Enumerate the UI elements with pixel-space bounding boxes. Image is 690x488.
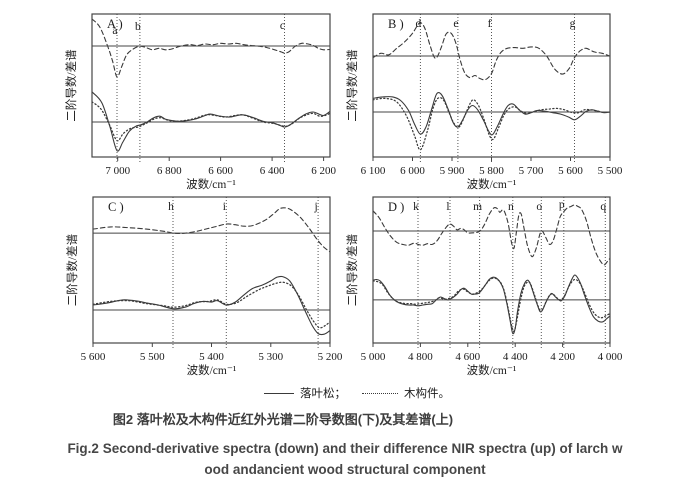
spectra-plots: a b c 7 000 6 800 6 600 6 400 6 200 波数/cm⁻¹ 二阶导数/… <box>64 13 623 377</box>
x-tick-label: 6 000 <box>400 165 425 177</box>
x-tick-label: 4 200 <box>550 351 575 363</box>
x-tick-label: 4 800 <box>408 351 433 363</box>
band-marker-letter-k: k <box>413 201 419 213</box>
x-tick-label: 4 400 <box>503 351 528 363</box>
panel-D: k l m n o p q 5 000 4 800 4 600 4 400 4 200 4 000 波数/… <box>345 196 623 377</box>
plot-frame <box>92 196 331 344</box>
x-tick-label: 5 500 <box>598 165 623 177</box>
y-axis-label: 二阶导数/差谱 <box>64 49 78 122</box>
x-tick-label: 5 700 <box>519 165 544 177</box>
caption-chinese: 图2 落叶松及木构件近红外光谱二阶导数图(下)及其差谱(上) <box>112 412 454 427</box>
x-tick-label: 5 200 <box>318 351 343 363</box>
band-marker-letter-j: j <box>314 201 318 213</box>
y-axis-label: 二阶导数/差谱 <box>345 49 359 122</box>
band-marker-letter-g: g <box>570 18 576 30</box>
x-tick-label: 6 400 <box>260 165 285 177</box>
x-tick-label: 4 000 <box>598 351 623 363</box>
panel-label-B: B ) <box>388 17 404 31</box>
panel-label-C: C ) <box>108 200 124 214</box>
plot-frame <box>91 13 331 158</box>
panel-C: h i j 5 600 5 500 5 400 5 300 5 200 波数/cm⁻¹ 二阶导数/… <box>65 196 343 377</box>
x-tick-label: 4 600 <box>455 351 480 363</box>
curve-component <box>92 281 331 329</box>
curve-component <box>372 96 611 151</box>
x-axis-label: 波数/cm⁻¹ <box>467 363 517 377</box>
x-tick-label: 5 600 <box>558 165 583 177</box>
band-marker-letter-e: e <box>453 18 458 30</box>
x-tick-label: 5 000 <box>361 351 386 363</box>
x-axis-label: 波数/cm⁻¹ <box>467 177 517 191</box>
band-marker-letter-n: n <box>508 201 514 213</box>
band-marker-letter-d: d <box>416 18 422 30</box>
x-tick-label: 6 600 <box>208 165 233 177</box>
plot-frame <box>372 196 611 344</box>
legend-solid-line-sample <box>264 392 294 394</box>
curve-difference <box>92 207 331 253</box>
curve-difference <box>372 21 611 81</box>
x-tick-label: 5 800 <box>479 165 504 177</box>
panel-label-D: D ) <box>388 200 404 214</box>
curve-component <box>91 101 331 142</box>
legend-dotted-line-sample <box>362 392 398 394</box>
band-marker-letter-b: b <box>135 21 141 33</box>
panel-A: a b c 7 000 6 800 6 600 6 400 6 200 波数/cm⁻¹ 二阶导数/… <box>64 13 336 191</box>
x-tick-label: 6 200 <box>311 165 336 177</box>
x-tick-label: 5 500 <box>140 351 165 363</box>
x-tick-label: 6 800 <box>157 165 182 177</box>
curve-difference <box>91 18 331 78</box>
caption-english-line2: ood andancient wood structural component <box>204 462 486 477</box>
x-tick-label: 5 300 <box>258 351 283 363</box>
panel-B: d e f g 6 100 6 000 5 900 5 800 5 700 5 600 5 500 波… <box>345 13 623 191</box>
x-tick-label: 5 900 <box>440 165 465 177</box>
curve-larch <box>372 91 611 136</box>
legend-solid-label: 落叶松； <box>300 388 346 400</box>
x-tick-label: 6 100 <box>361 165 386 177</box>
x-axis-label: 波数/cm⁻¹ <box>186 177 236 191</box>
curve-larch <box>372 274 611 335</box>
band-marker-letter-p: p <box>559 199 565 211</box>
band-marker-letter-h: h <box>168 201 174 213</box>
panel-label-A: A ) <box>107 17 123 31</box>
caption-english-line1: Fig.2 Second-derivative spectra (down) a… <box>67 441 623 456</box>
band-marker-letter-o: o <box>536 201 542 213</box>
curve-larch <box>91 91 331 152</box>
x-tick-label: 7 000 <box>105 165 130 177</box>
curve-larch <box>92 275 331 336</box>
band-marker-letter-q: q <box>600 201 606 213</box>
curve-difference <box>372 204 611 266</box>
band-marker-letter-c: c <box>280 20 285 32</box>
band-marker-letter-l: l <box>446 201 449 213</box>
band-marker-letter-m: m <box>473 201 482 213</box>
band-marker-letter-a: a <box>112 25 117 37</box>
y-axis-label: 二阶导数/差谱 <box>345 233 359 306</box>
x-tick-label: 5 400 <box>199 351 224 363</box>
plot-legend: 落叶松； 木构件。 <box>0 385 690 401</box>
band-marker-letter-f: f <box>488 18 492 30</box>
curve-component <box>372 277 611 332</box>
band-marker-letter-i: i <box>223 201 226 213</box>
x-tick-label: 5 600 <box>81 351 106 363</box>
y-axis-label: 二阶导数/差谱 <box>65 233 79 306</box>
legend-dotted-label: 木构件。 <box>404 388 450 400</box>
x-axis-label: 波数/cm⁻¹ <box>187 363 237 377</box>
